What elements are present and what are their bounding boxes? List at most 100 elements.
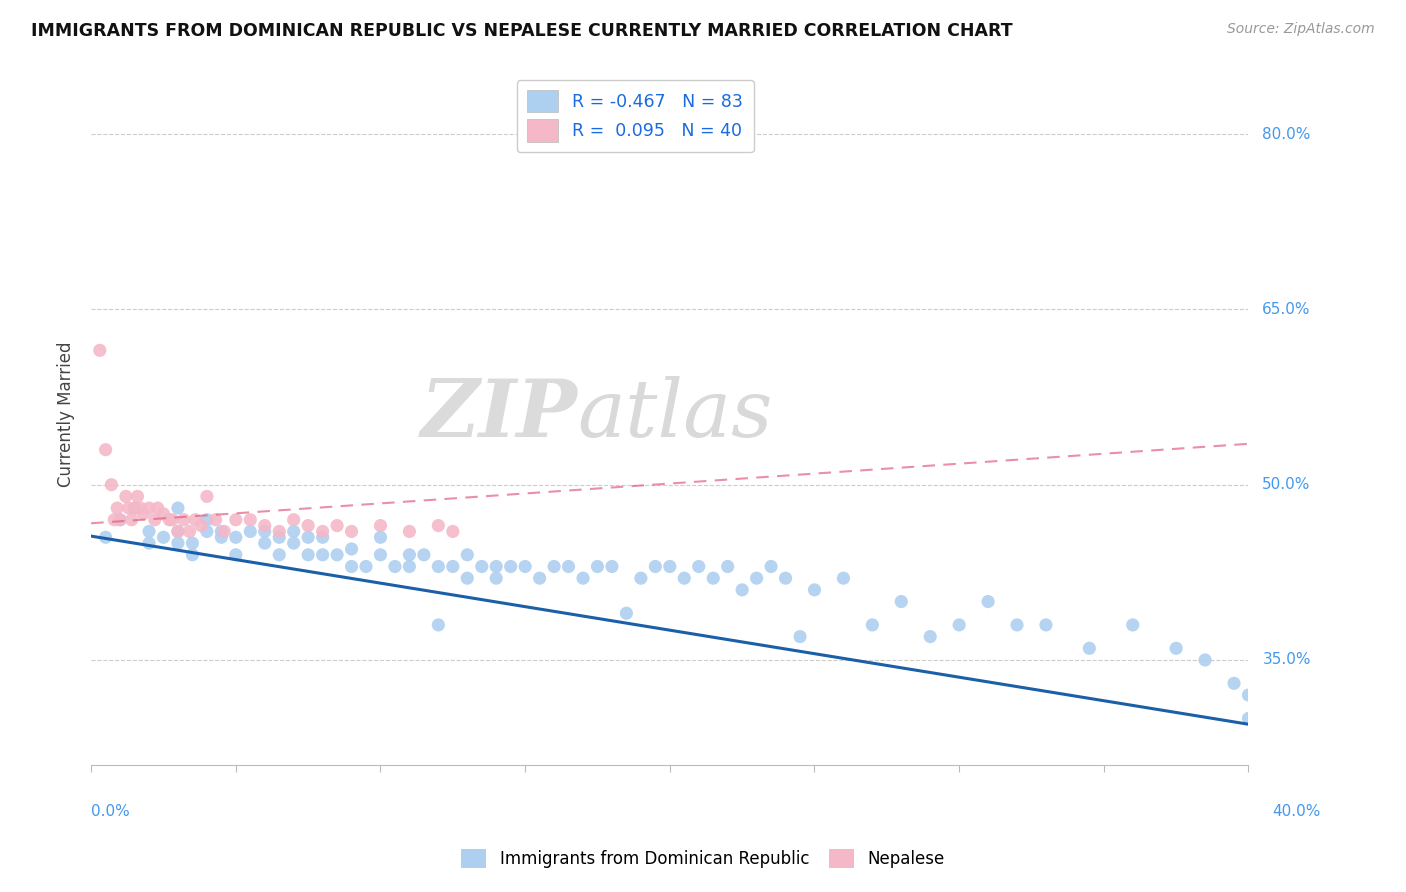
Point	[184, 513, 207, 527]
Point	[384, 559, 406, 574]
Point	[181, 548, 204, 562]
Point	[94, 442, 117, 457]
Point	[731, 582, 754, 597]
Point	[167, 524, 190, 539]
Point	[1237, 688, 1260, 702]
Point	[190, 518, 212, 533]
Point	[89, 343, 111, 358]
Text: 0.0%: 0.0%	[91, 804, 129, 819]
Point	[572, 571, 595, 585]
Text: atlas: atlas	[578, 376, 773, 453]
Point	[195, 513, 218, 527]
Point	[759, 559, 782, 574]
Point	[181, 536, 204, 550]
Point	[269, 548, 291, 562]
Text: 80.0%: 80.0%	[1263, 127, 1310, 142]
Point	[138, 524, 160, 539]
Point	[370, 548, 392, 562]
Point	[427, 559, 450, 574]
Point	[108, 513, 131, 527]
Point	[340, 524, 363, 539]
Point	[179, 524, 201, 539]
Point	[717, 559, 740, 574]
Point	[630, 571, 652, 585]
Point	[529, 571, 551, 585]
Point	[209, 524, 232, 539]
Text: ZIP: ZIP	[420, 376, 578, 453]
Point	[890, 594, 912, 608]
Legend: R = -0.467   N = 83, R =  0.095   N = 40: R = -0.467 N = 83, R = 0.095 N = 40	[516, 79, 754, 153]
Point	[297, 518, 319, 533]
Point	[370, 518, 392, 533]
Point	[398, 559, 420, 574]
Point	[1078, 641, 1101, 656]
Point	[297, 548, 319, 562]
Point	[108, 513, 131, 527]
Point	[311, 530, 333, 544]
Point	[269, 524, 291, 539]
Point	[557, 559, 579, 574]
Point	[441, 559, 464, 574]
Legend: Immigrants from Dominican Republic, Nepalese: Immigrants from Dominican Republic, Nepa…	[454, 842, 952, 875]
Point	[283, 513, 305, 527]
Point	[283, 536, 305, 550]
Point	[253, 524, 276, 539]
Point	[311, 548, 333, 562]
Point	[132, 507, 155, 521]
Text: IMMIGRANTS FROM DOMINICAN REPUBLIC VS NEPALESE CURRENTLY MARRIED CORRELATION CHA: IMMIGRANTS FROM DOMINICAN REPUBLIC VS NE…	[31, 22, 1012, 40]
Point	[1223, 676, 1246, 690]
Point	[124, 501, 146, 516]
Point	[167, 524, 190, 539]
Point	[515, 559, 537, 574]
Point	[115, 489, 138, 503]
Point	[688, 559, 710, 574]
Point	[94, 530, 117, 544]
Point	[543, 559, 565, 574]
Point	[456, 571, 478, 585]
Point	[977, 594, 1000, 608]
Point	[103, 513, 125, 527]
Point	[124, 501, 146, 516]
Point	[225, 513, 247, 527]
Point	[212, 524, 235, 539]
Point	[789, 630, 811, 644]
Point	[118, 501, 141, 516]
Point	[138, 536, 160, 550]
Point	[745, 571, 768, 585]
Point	[239, 513, 262, 527]
Point	[100, 477, 122, 491]
Point	[167, 536, 190, 550]
Point	[471, 559, 494, 574]
Point	[167, 501, 190, 516]
Point	[225, 530, 247, 544]
Point	[225, 548, 247, 562]
Point	[157, 513, 180, 527]
Point	[209, 530, 232, 544]
Point	[499, 559, 522, 574]
Point	[600, 559, 623, 574]
Point	[269, 530, 291, 544]
Point	[673, 571, 696, 585]
Point	[195, 524, 218, 539]
Point	[105, 501, 128, 516]
Point	[146, 501, 169, 516]
Point	[485, 571, 508, 585]
Point	[239, 524, 262, 539]
Point	[311, 524, 333, 539]
Point	[326, 548, 349, 562]
Point	[1035, 618, 1057, 632]
Point	[1237, 711, 1260, 725]
Point	[456, 548, 478, 562]
Text: 65.0%: 65.0%	[1263, 301, 1310, 317]
Point	[253, 536, 276, 550]
Point	[152, 507, 174, 521]
Point	[1166, 641, 1188, 656]
Point	[138, 501, 160, 516]
Point	[1122, 618, 1144, 632]
Point	[803, 582, 825, 597]
Point	[340, 559, 363, 574]
Point	[948, 618, 970, 632]
Point	[160, 513, 183, 527]
Point	[441, 524, 464, 539]
Point	[152, 530, 174, 544]
